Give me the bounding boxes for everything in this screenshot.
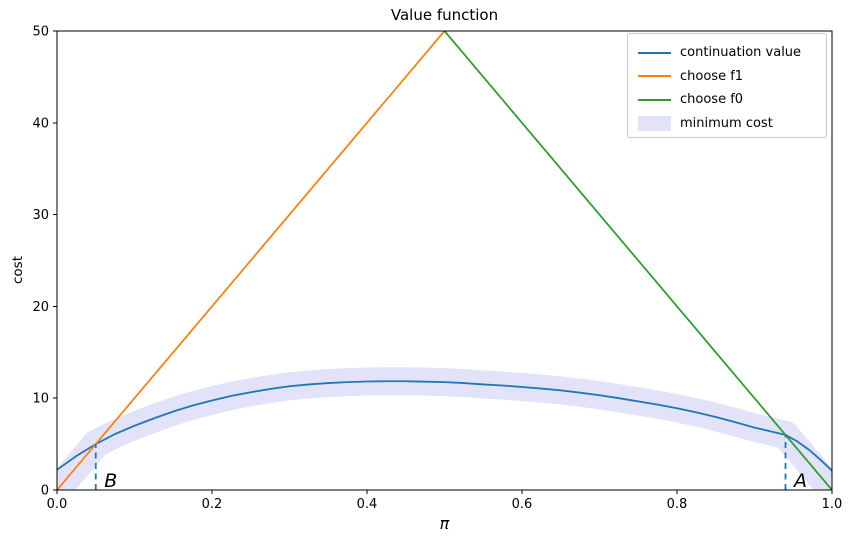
y-tick-label: 40 <box>32 116 49 131</box>
series-choose-f1 <box>57 31 446 490</box>
legend-label: choose f1 <box>680 68 744 84</box>
legend: continuation value choose f1 choose f0 mini… <box>627 33 827 138</box>
legend-label: continuation value <box>680 45 802 61</box>
x-tick-label: 0.0 <box>47 497 68 512</box>
legend-label: choose f0 <box>680 92 744 108</box>
legend-item-continuation-value: continuation value <box>638 41 826 65</box>
x-tick-label: 0.2 <box>202 497 223 512</box>
y-axis-label: cost <box>10 255 26 285</box>
series-continuation-value <box>57 380 832 472</box>
y-tick-label: 50 <box>32 25 49 40</box>
choose-f0-swatch <box>638 98 671 101</box>
clipped-series-group <box>57 31 832 490</box>
y-tick-label: 20 <box>32 300 49 315</box>
series-minimum-cost <box>57 367 832 490</box>
continuation-value-swatch <box>638 51 671 54</box>
legend-item-minimum-cost: minimum cost <box>638 112 826 136</box>
x-axis-label: π <box>439 514 450 533</box>
x-tick-label: 1.0 <box>822 497 843 512</box>
chart-title: Value function <box>390 6 499 24</box>
x-tick-label: 0.6 <box>512 497 533 512</box>
legend-item-choose-f0: choose f0 <box>638 88 826 112</box>
series-choose-f0 <box>443 31 832 490</box>
y-tick-label: 30 <box>32 208 49 223</box>
x-tick-label: 0.8 <box>667 497 688 512</box>
y-tick-label: 10 <box>32 392 49 407</box>
guide-label-b: B <box>104 470 117 492</box>
legend-item-choose-f1: choose f1 <box>638 65 826 89</box>
y-tick-label: 0 <box>41 484 49 499</box>
x-tick-label: 0.4 <box>357 497 378 512</box>
choose-f1-swatch <box>638 75 671 78</box>
guide-label-a: A <box>792 470 807 492</box>
axes-frame <box>56 30 833 491</box>
minimum-cost-swatch <box>638 115 671 131</box>
legend-label: minimum cost <box>680 115 773 131</box>
